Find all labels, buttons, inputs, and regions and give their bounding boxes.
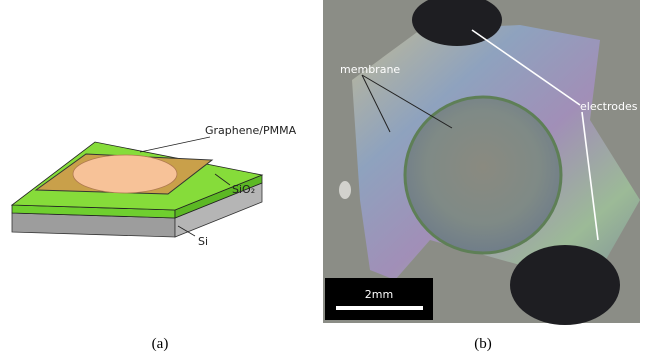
micrograph	[323, 0, 640, 325]
figure: Graphene/PMMA SiO₂ Si (a) membrane elect…	[0, 0, 662, 360]
panel-label: (b)	[474, 336, 492, 352]
panel-label: (a)	[152, 336, 169, 352]
annotation: Si	[198, 235, 208, 248]
annotation: SiO₂	[232, 183, 255, 196]
annotation: Graphene/PMMA	[205, 124, 297, 137]
schematic	[12, 137, 262, 237]
annotation: membrane	[340, 63, 400, 76]
scale-bar-label: 2mm	[365, 288, 393, 301]
annotation: electrodes	[580, 100, 638, 113]
